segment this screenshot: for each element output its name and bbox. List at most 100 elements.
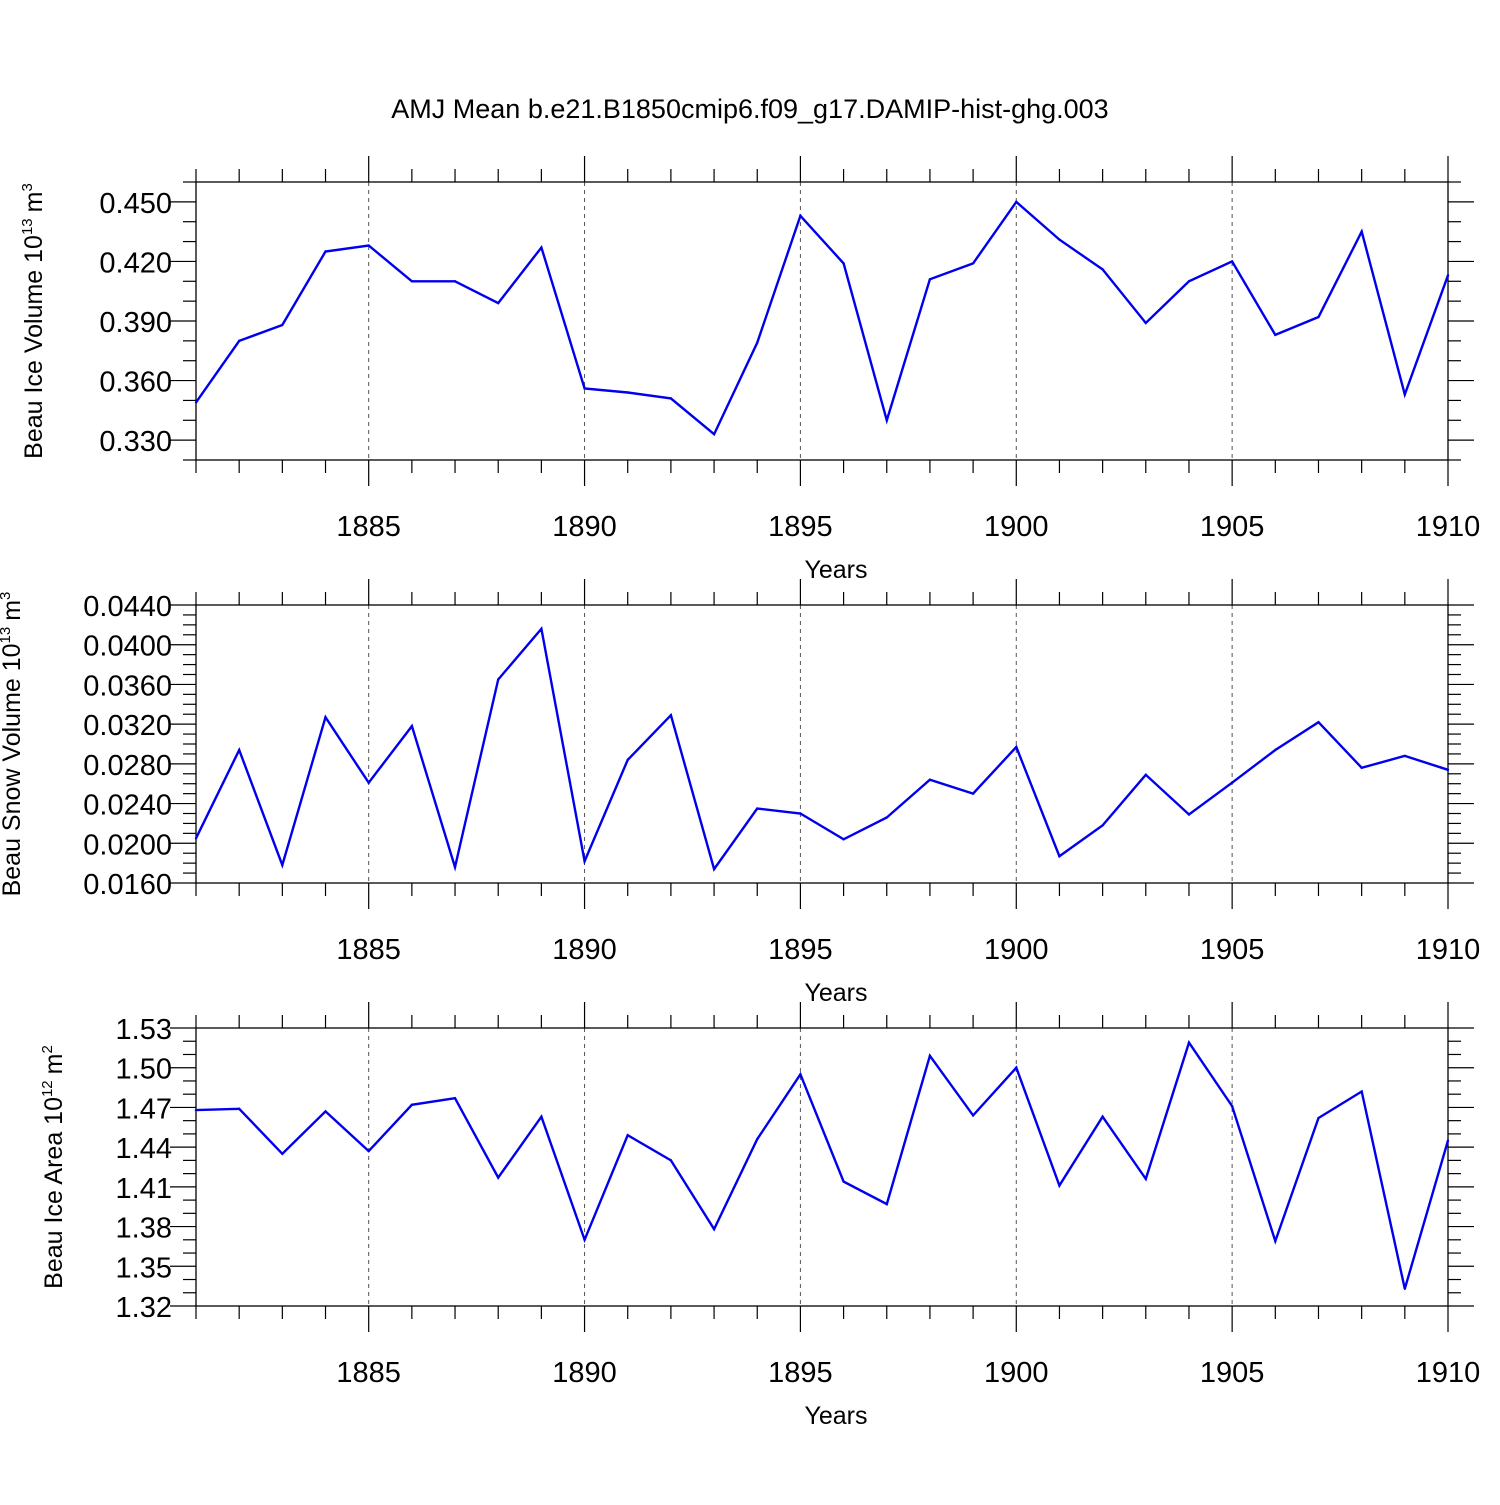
data-point bbox=[1403, 754, 1407, 758]
y-axis-title-exponent: 13 bbox=[0, 627, 14, 644]
x-tick-label: 1900 bbox=[984, 1357, 1049, 1389]
chart-title: AMJ Mean b.e21.B1850cmip6.f09_g17.DAMIP-… bbox=[391, 94, 1108, 124]
x-tick-label: 1905 bbox=[1200, 934, 1265, 966]
data-point bbox=[842, 838, 845, 841]
y-tick-label: 1.47 bbox=[116, 1093, 172, 1125]
x-tick-label: 1910 bbox=[1416, 1357, 1481, 1389]
x-tick-label: 1890 bbox=[552, 1357, 617, 1389]
y-axis-title-unit-exponent: 3 bbox=[19, 183, 36, 191]
data-point bbox=[410, 724, 414, 728]
y-tick-label: 1.50 bbox=[116, 1054, 172, 1086]
data-point bbox=[1187, 813, 1191, 816]
data-point bbox=[669, 397, 673, 400]
x-tick-label: 1885 bbox=[336, 1357, 401, 1389]
y-axis-title-exponent: 13 bbox=[19, 218, 36, 235]
data-point bbox=[1274, 748, 1277, 752]
x-axis-title: Years bbox=[804, 979, 867, 1007]
data-point bbox=[842, 262, 845, 265]
y-axis-title-unit: m bbox=[20, 192, 48, 213]
data-point bbox=[712, 1228, 716, 1231]
y-tick-label: 1.38 bbox=[116, 1213, 172, 1245]
data-point bbox=[1317, 720, 1320, 724]
y-axis-title-text: Beau Ice Area 10 bbox=[40, 1097, 68, 1289]
data-point bbox=[928, 278, 932, 281]
data-point bbox=[1187, 1041, 1191, 1044]
y-axis-title-text: Beau Ice Volume 10 bbox=[20, 235, 48, 459]
data-point bbox=[453, 1096, 457, 1100]
data-point bbox=[367, 1149, 370, 1153]
data-point bbox=[1187, 280, 1191, 283]
data-point bbox=[583, 1238, 586, 1242]
y-axis-title: Beau Snow Volume 1013 m3 bbox=[0, 592, 26, 897]
data-point bbox=[583, 387, 586, 390]
data-point bbox=[626, 1134, 629, 1137]
y-tick-label: 1.32 bbox=[116, 1292, 172, 1324]
y-tick-label: 0.390 bbox=[99, 307, 172, 339]
panel-3: 1885 1890 1895 1900 1905 1910 1.32 1.35 1.38 1.41… bbox=[39, 1002, 1480, 1430]
data-point bbox=[281, 323, 284, 327]
y-tick-label: 0.0360 bbox=[83, 670, 172, 702]
data-point bbox=[756, 807, 759, 810]
data-point bbox=[497, 301, 500, 305]
x-tick-label: 1900 bbox=[984, 934, 1049, 966]
y-tick-label: 0.330 bbox=[99, 426, 172, 458]
data-point bbox=[1230, 781, 1234, 784]
x-tick-label: 1900 bbox=[984, 511, 1049, 543]
data-point bbox=[971, 262, 975, 265]
x-tick-label: 1910 bbox=[1416, 934, 1481, 966]
data-point bbox=[799, 812, 802, 815]
data-point bbox=[756, 341, 759, 345]
plot-frame bbox=[195, 1027, 1449, 1307]
y-axis-title-exponent: 12 bbox=[39, 1080, 56, 1097]
y-tick-label: 0.420 bbox=[99, 247, 172, 279]
data-point bbox=[1144, 321, 1147, 325]
data-point bbox=[194, 401, 198, 404]
y-axis-title: Beau Ice Volume 1013 m3 bbox=[19, 183, 48, 459]
data-point bbox=[1274, 1239, 1277, 1243]
data-point bbox=[1446, 768, 1450, 772]
y-tick-label: 1.41 bbox=[116, 1173, 172, 1205]
series-line bbox=[194, 626, 1449, 872]
data-point bbox=[1360, 766, 1363, 770]
series-line bbox=[195, 1039, 1450, 1290]
data-point bbox=[237, 748, 241, 752]
data-point bbox=[410, 280, 414, 283]
y-axis-title-unit-exponent: 3 bbox=[0, 592, 14, 600]
y-axis-title: Beau Ice Area 1012 m2 bbox=[39, 1045, 68, 1289]
data-point bbox=[1317, 315, 1320, 319]
y-tick-label: 0.360 bbox=[99, 367, 172, 399]
data-point bbox=[1144, 773, 1147, 776]
data-point bbox=[194, 837, 198, 840]
y-axis-title-text: Beau Snow Volume 10 bbox=[0, 643, 26, 896]
data-point bbox=[1101, 824, 1104, 827]
data-point bbox=[1015, 1066, 1018, 1069]
data-point bbox=[712, 432, 716, 436]
y-tick-label: 0.0200 bbox=[83, 829, 172, 861]
data-point bbox=[324, 1110, 327, 1113]
data-point bbox=[971, 792, 975, 795]
data-point bbox=[626, 758, 629, 762]
panels: 1885 1890 1895 1900 1905 1910 0.330 0.360 0.390 0… bbox=[0, 156, 1480, 1430]
x-tick-label: 1885 bbox=[336, 934, 401, 966]
y-axis-title-unit: m bbox=[40, 1054, 68, 1075]
data-point bbox=[497, 678, 500, 681]
x-tick-label: 1885 bbox=[336, 511, 401, 543]
data-point bbox=[928, 1054, 932, 1058]
data-point bbox=[453, 865, 457, 869]
data-point bbox=[712, 867, 716, 871]
data-point bbox=[928, 778, 932, 781]
y-tick-label: 0.0280 bbox=[83, 750, 172, 782]
data-point bbox=[885, 419, 888, 422]
data-point bbox=[1144, 1177, 1147, 1181]
data-point bbox=[1015, 200, 1018, 204]
x-tick-label: 1895 bbox=[768, 934, 833, 966]
plot-frame bbox=[195, 181, 1449, 461]
data-point bbox=[281, 1152, 284, 1155]
data-point bbox=[237, 339, 241, 343]
data-point bbox=[281, 863, 284, 867]
x-axis-title: Years bbox=[804, 556, 867, 584]
data-point bbox=[885, 1202, 888, 1206]
y-tick-label: 0.0400 bbox=[83, 631, 172, 663]
data-point bbox=[1230, 260, 1234, 263]
